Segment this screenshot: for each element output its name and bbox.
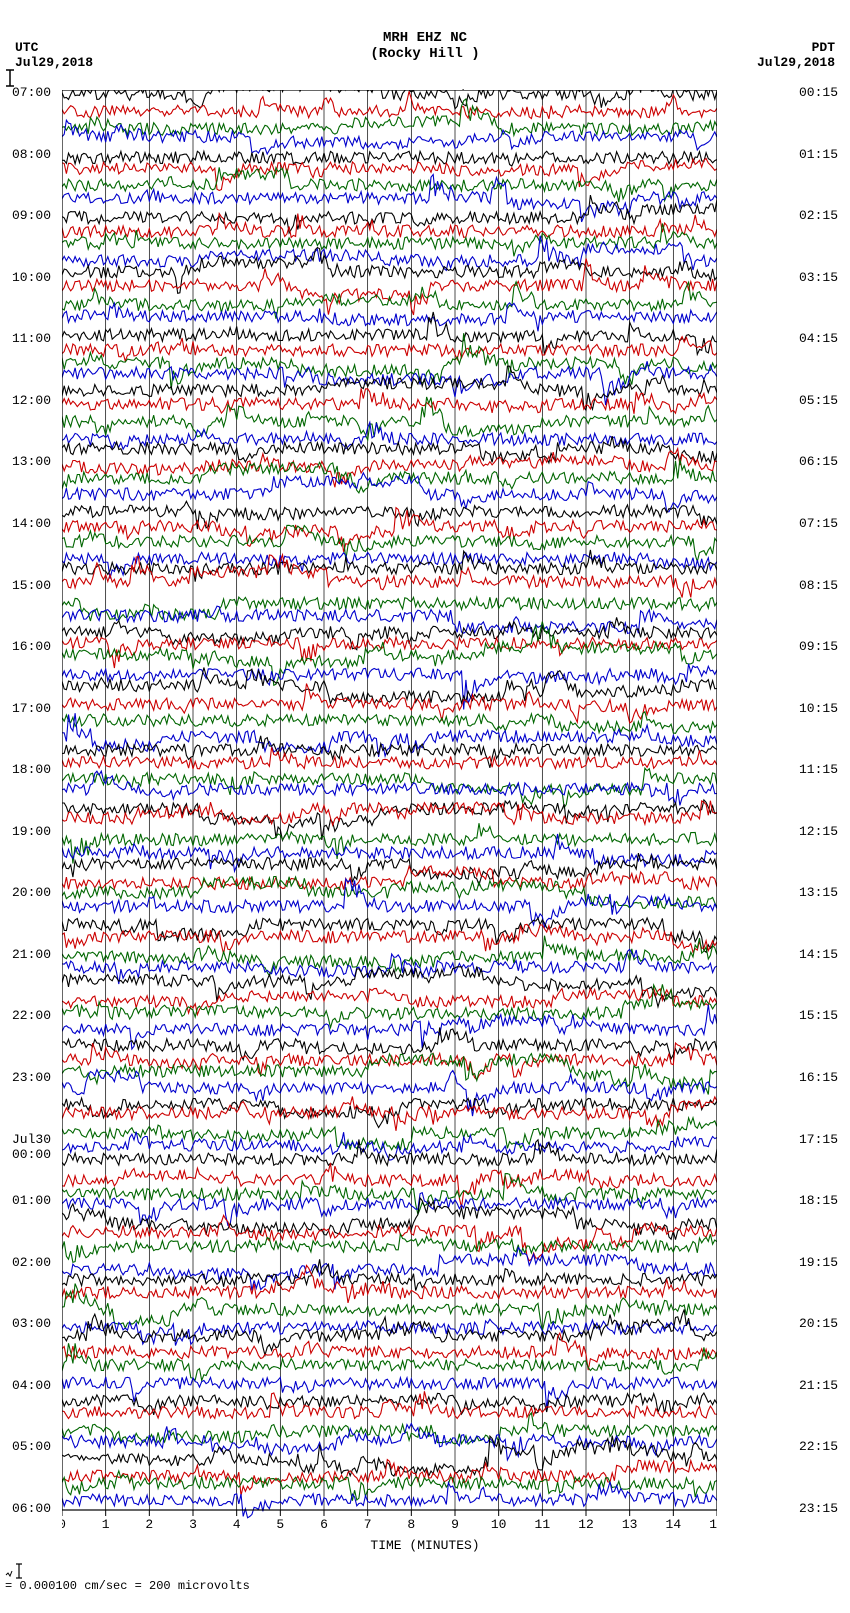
ytick-right: 13:15 xyxy=(799,885,838,900)
ytick-left: 19:00 xyxy=(12,824,51,839)
svg-text:12: 12 xyxy=(578,1517,594,1532)
ytick-right: 05:15 xyxy=(799,393,838,408)
seismogram-page: MRH EHZ NC (Rocky Hill ) = 0.000100 cm/s… xyxy=(0,0,850,1613)
ytick-right: 04:15 xyxy=(799,331,838,346)
ytick-left: 09:00 xyxy=(12,208,51,223)
ytick-right: 02:15 xyxy=(799,208,838,223)
ytick-left: 14:00 xyxy=(12,516,51,531)
ytick-left: 13:00 xyxy=(12,454,51,469)
ytick-left: Jul30 00:00 xyxy=(12,1132,51,1162)
svg-text:6: 6 xyxy=(320,1517,328,1532)
tz-right-date: Jul29,2018 xyxy=(757,55,835,70)
ytick-left: 02:00 xyxy=(12,1255,51,1270)
ytick-right: 18:15 xyxy=(799,1193,838,1208)
ytick-right: 16:15 xyxy=(799,1070,838,1085)
ytick-left: 23:00 xyxy=(12,1070,51,1085)
ytick-left: 15:00 xyxy=(12,578,51,593)
ytick-left: 12:00 xyxy=(12,393,51,408)
ytick-right: 06:15 xyxy=(799,454,838,469)
svg-text:0: 0 xyxy=(62,1517,66,1532)
tz-left-name: UTC xyxy=(15,40,93,55)
svg-text:13: 13 xyxy=(622,1517,638,1532)
helicorder-plot: 0123456789101112131415 xyxy=(62,90,717,1510)
ytick-right: 01:15 xyxy=(799,147,838,162)
ytick-right: 23:15 xyxy=(799,1501,838,1516)
svg-text:10: 10 xyxy=(491,1517,507,1532)
ytick-left: 06:00 xyxy=(12,1501,51,1516)
svg-text:5: 5 xyxy=(276,1517,284,1532)
title-line2: (Rocky Hill ) xyxy=(0,46,850,62)
ytick-left: 10:00 xyxy=(12,270,51,285)
ytick-right: 00:15 xyxy=(799,85,838,100)
tz-left-date: Jul29,2018 xyxy=(15,55,93,70)
ytick-right: 20:15 xyxy=(799,1316,838,1331)
tz-right: PDT Jul29,2018 xyxy=(757,40,835,70)
helicorder-svg: 0123456789101112131415 xyxy=(62,90,717,1550)
svg-text:14: 14 xyxy=(666,1517,682,1532)
footer-scale: = 0.000100 cm/sec = 200 microvolts xyxy=(5,1563,250,1593)
svg-text:4: 4 xyxy=(233,1517,241,1532)
svg-text:8: 8 xyxy=(407,1517,415,1532)
ytick-left: 04:00 xyxy=(12,1378,51,1393)
svg-text:15: 15 xyxy=(709,1517,717,1532)
ytick-left: 07:00 xyxy=(12,85,51,100)
ytick-left: 05:00 xyxy=(12,1439,51,1454)
ytick-left: 16:00 xyxy=(12,639,51,654)
svg-text:7: 7 xyxy=(364,1517,372,1532)
ytick-right: 03:15 xyxy=(799,270,838,285)
tz-left: UTC Jul29,2018 xyxy=(15,40,93,70)
tz-right-name: PDT xyxy=(757,40,835,55)
ytick-right: 14:15 xyxy=(799,947,838,962)
ytick-right: 19:15 xyxy=(799,1255,838,1270)
ytick-left: 18:00 xyxy=(12,762,51,777)
x-axis-label: TIME (MINUTES) xyxy=(0,1538,850,1553)
ytick-left: 21:00 xyxy=(12,947,51,962)
ytick-right: 07:15 xyxy=(799,516,838,531)
svg-text:2: 2 xyxy=(145,1517,153,1532)
ytick-left: 03:00 xyxy=(12,1316,51,1331)
ytick-right: 21:15 xyxy=(799,1378,838,1393)
ytick-left: 01:00 xyxy=(12,1193,51,1208)
svg-text:1: 1 xyxy=(102,1517,110,1532)
svg-text:11: 11 xyxy=(535,1517,551,1532)
ytick-left: 11:00 xyxy=(12,331,51,346)
ytick-right: 12:15 xyxy=(799,824,838,839)
ytick-right: 08:15 xyxy=(799,578,838,593)
ytick-right: 17:15 xyxy=(799,1132,838,1147)
plot-title: MRH EHZ NC (Rocky Hill ) xyxy=(0,30,850,62)
ytick-left: 22:00 xyxy=(12,1008,51,1023)
ytick-left: 20:00 xyxy=(12,885,51,900)
title-line1: MRH EHZ NC xyxy=(0,30,850,46)
svg-text:9: 9 xyxy=(451,1517,459,1532)
ytick-right: 15:15 xyxy=(799,1008,838,1023)
ytick-left: 17:00 xyxy=(12,701,51,716)
ytick-left: 08:00 xyxy=(12,147,51,162)
footer-scale-text: = 0.000100 cm/sec = 200 microvolts xyxy=(5,1579,250,1593)
ytick-right: 22:15 xyxy=(799,1439,838,1454)
svg-text:3: 3 xyxy=(189,1517,197,1532)
ytick-right: 10:15 xyxy=(799,701,838,716)
ytick-right: 11:15 xyxy=(799,762,838,777)
footer-scale-icon xyxy=(5,1563,27,1579)
ytick-right: 09:15 xyxy=(799,639,838,654)
